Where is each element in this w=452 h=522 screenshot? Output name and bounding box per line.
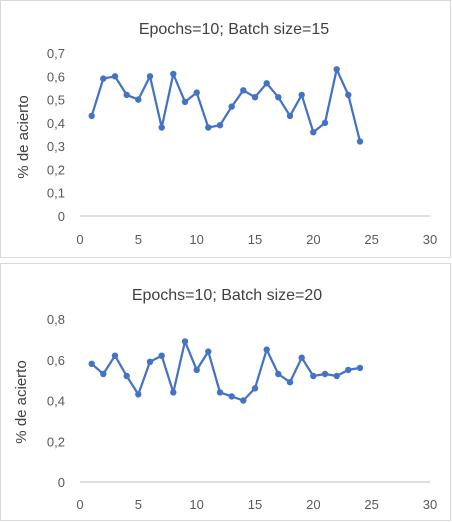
y-tick-label: 0,3 <box>47 139 65 154</box>
x-tick-label: 30 <box>423 497 437 512</box>
chart-title: Epochs=10; Batch size=20 <box>132 287 322 304</box>
y-tick-labels: 0 0,1 0,2 0,3 0,4 0,5 0,6 0,7 <box>47 46 65 224</box>
data-point <box>158 124 165 131</box>
data-point <box>286 379 294 386</box>
data-point <box>310 129 317 136</box>
data-point <box>251 385 259 392</box>
series-points <box>88 338 364 404</box>
data-point <box>135 96 142 103</box>
data-point <box>345 366 352 374</box>
data-point <box>321 119 329 127</box>
data-point <box>298 91 305 99</box>
x-tick-label: 15 <box>248 497 262 512</box>
x-tick-label: 0 <box>76 232 83 247</box>
y-tick-label: 0,5 <box>47 93 65 108</box>
data-point <box>240 87 247 94</box>
series-points <box>88 66 364 145</box>
y-tick-label: 0 <box>58 475 65 490</box>
data-point <box>228 393 235 400</box>
data-point <box>181 98 189 106</box>
data-point <box>158 352 165 359</box>
series-line <box>90 340 361 402</box>
x-tick-label: 30 <box>423 232 437 247</box>
data-point <box>170 70 177 78</box>
data-point <box>193 366 200 374</box>
data-point <box>310 372 317 380</box>
y-tick-labels: 0 0,2 0,4 0,6 0,8 <box>47 312 65 490</box>
data-point <box>100 75 107 82</box>
data-point <box>263 346 270 353</box>
x-tick-label: 25 <box>364 497 378 512</box>
x-tick-label: 15 <box>248 232 262 247</box>
y-axis-label: % de acierto <box>13 360 30 443</box>
data-point <box>88 112 95 120</box>
data-point <box>111 352 119 359</box>
data-point <box>205 124 212 131</box>
data-point <box>88 360 95 367</box>
x-tick-label: 5 <box>135 497 142 512</box>
data-point <box>193 89 200 96</box>
y-tick-label: 0,2 <box>47 162 65 177</box>
data-point <box>251 94 259 101</box>
y-tick-label: 0,7 <box>47 46 65 61</box>
data-point <box>146 358 154 365</box>
data-point <box>356 138 364 145</box>
data-point <box>356 364 364 372</box>
x-tick-labels: 0 5 10 15 20 25 30 <box>76 232 437 247</box>
data-point <box>263 80 270 87</box>
data-point <box>298 354 305 361</box>
x-tick-label: 20 <box>306 232 320 247</box>
series-line <box>90 68 362 142</box>
data-point <box>170 389 177 396</box>
data-point <box>228 103 235 110</box>
y-tick-label: 0,6 <box>47 353 65 368</box>
y-axis-label: % de acierto <box>15 95 32 178</box>
data-point <box>216 122 224 129</box>
data-point <box>333 66 340 73</box>
data-point <box>286 112 294 120</box>
x-tick-label: 5 <box>135 232 142 247</box>
data-point <box>135 391 142 398</box>
x-tick-label: 10 <box>189 232 203 247</box>
data-point <box>123 91 130 99</box>
data-point <box>181 338 189 345</box>
y-tick-label: 0 <box>58 209 65 224</box>
data-point <box>275 94 282 101</box>
x-tick-labels: 0 5 10 15 20 25 30 <box>76 497 437 512</box>
data-point <box>240 397 247 404</box>
data-point <box>111 73 119 80</box>
y-tick-label: 0,8 <box>47 312 65 327</box>
y-tick-label: 0,4 <box>47 116 65 131</box>
data-point <box>123 372 130 380</box>
data-point <box>205 348 212 355</box>
data-point <box>321 370 329 378</box>
x-tick-label: 10 <box>189 497 203 512</box>
data-point <box>100 370 107 378</box>
y-tick-label: 0,1 <box>47 186 65 201</box>
x-tick-label: 20 <box>306 497 320 512</box>
y-tick-label: 0,2 <box>47 434 65 449</box>
data-point <box>216 389 224 396</box>
data-point <box>275 370 282 378</box>
line-chart-batch-15: Epochs=10; Batch size=15 % de acierto 00… <box>15 21 437 247</box>
y-tick-label: 0,6 <box>47 69 65 84</box>
x-tick-label: 0 <box>76 497 83 512</box>
y-tick-label: 0,4 <box>47 394 65 409</box>
data-point <box>345 91 352 99</box>
line-chart-batch-20: Epochs=10; Batch size=20 % de acierto 00… <box>13 287 437 512</box>
chart-title: Epochs=10; Batch size=15 <box>139 21 329 38</box>
data-point <box>333 372 340 380</box>
data-point <box>146 73 154 80</box>
x-tick-label: 25 <box>364 232 378 247</box>
